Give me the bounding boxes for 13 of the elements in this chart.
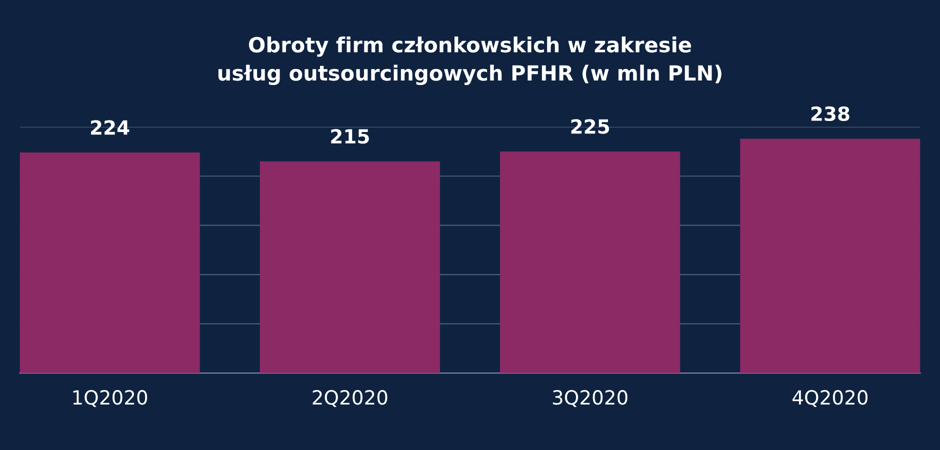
x-tick-label: 3Q2020 [552, 390, 628, 407]
data-label: 215 [331, 128, 369, 144]
x-tick-label: 2Q2020 [312, 390, 388, 407]
bar [20, 152, 200, 374]
bar [260, 161, 440, 374]
bar [500, 152, 680, 374]
data-label: 224 [91, 120, 130, 135]
data-label: 225 [571, 119, 610, 134]
x-tick-label: 4Q2020 [792, 390, 868, 407]
data-label: 238 [811, 106, 850, 122]
bar [740, 138, 920, 374]
chart-title: Obroty firm członkowskich w zakresie usług outsourcingowych PFHR (w mln PLN) [218, 36, 722, 86]
x-tick-label: 1Q2020 [73, 390, 148, 407]
